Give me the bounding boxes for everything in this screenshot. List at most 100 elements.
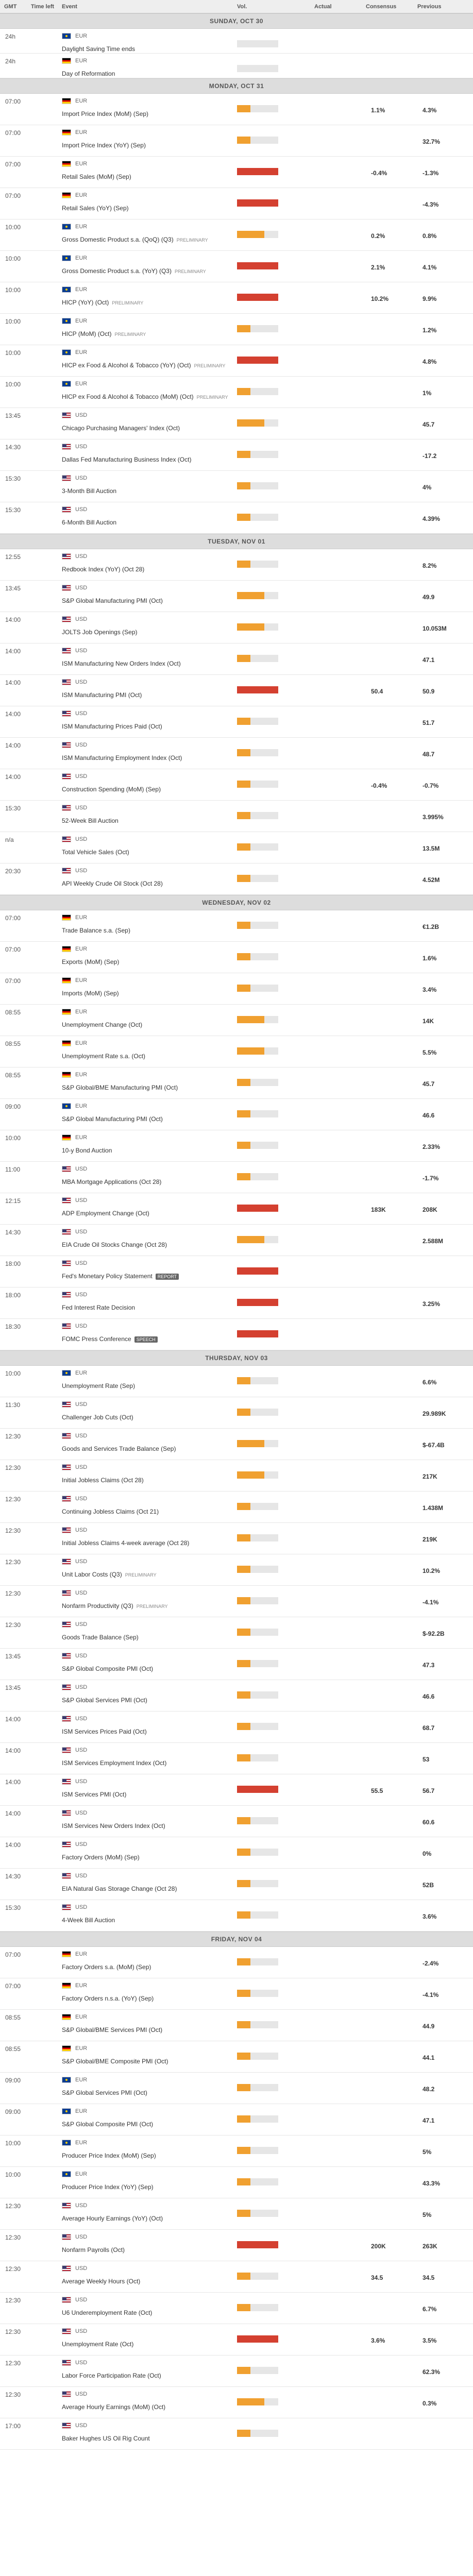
event-row[interactable]: 10:00 EUR Gross Domestic Product s.a. (YoY… [0,251,473,282]
event-name[interactable]: 4-Week Bill Auction [62,1917,115,1924]
event-row[interactable]: 07:00 EUR Import Price Index (YoY) (Sep) 32… [0,125,473,157]
event-name[interactable]: HICP (MoM) (Oct) [62,330,112,337]
event-name[interactable]: EIA Natural Gas Storage Change (Oct 28) [62,1885,177,1892]
event-name[interactable]: S&P Global Services PMI (Oct) [62,1697,147,1704]
event-row[interactable]: 13:45 USD S&P Global Manufacturing PMI (Oc… [0,581,473,612]
event-name[interactable]: API Weekly Crude Oil Stock (Oct 28) [62,880,163,887]
event-name[interactable]: Initial Jobless Claims 4-week average (O… [62,1539,190,1547]
event-name[interactable]: Average Hourly Earnings (YoY) (Oct) [62,2215,163,2222]
event-row[interactable]: 24h EUR Daylight Saving Time ends [0,29,473,54]
event-row[interactable]: 12:55 USD Redbook Index (YoY) (Oct 28) 8.2% [0,549,473,581]
event-name[interactable]: ISM Manufacturing New Orders Index (Oct) [62,660,181,667]
event-name[interactable]: Producer Price Index (YoY) (Sep) [62,2183,154,2191]
event-name[interactable]: S&P Global/BME Manufacturing PMI (Oct) [62,1084,178,1091]
event-name[interactable]: ADP Employment Change (Oct) [62,1210,149,1217]
event-name[interactable]: ISM Manufacturing PMI (Oct) [62,691,142,699]
event-name[interactable]: Goods Trade Balance (Sep) [62,1634,139,1641]
event-name[interactable]: Unit Labor Costs (Q3) [62,1571,122,1578]
event-row[interactable]: 14:00 USD Factory Orders (MoM) (Sep) 0% [0,1837,473,1869]
event-name[interactable]: Continuing Jobless Claims (Oct 21) [62,1508,159,1515]
event-row[interactable]: 12:30 USD Initial Jobless Claims (Oct 28) 2… [0,1460,473,1492]
event-row[interactable]: 11:30 USD Challenger Job Cuts (Oct) 29.989K [0,1397,473,1429]
event-name[interactable]: Import Price Index (MoM) (Sep) [62,110,149,117]
event-row[interactable]: 15:30 USD 6-Month Bill Auction 4.39% [0,502,473,534]
event-name[interactable]: Imports (MoM) (Sep) [62,990,119,997]
event-name[interactable]: ISM Services PMI (Oct) [62,1791,127,1798]
event-name[interactable]: Retail Sales (MoM) (Sep) [62,173,131,180]
event-row[interactable]: 11:00 USD MBA Mortgage Applications (Oct 2… [0,1162,473,1193]
event-row[interactable]: 15:30 USD 3-Month Bill Auction 4% [0,471,473,502]
event-name[interactable]: Average Hourly Earnings (MoM) (Oct) [62,2403,166,2411]
event-name[interactable]: ISM Manufacturing Prices Paid (Oct) [62,723,162,730]
event-name[interactable]: ISM Services Employment Index (Oct) [62,1759,167,1767]
event-name[interactable]: 3-Month Bill Auction [62,487,117,495]
event-name[interactable]: Trade Balance s.a. (Sep) [62,927,130,934]
event-row[interactable]: 12:30 USD Labor Force Participation Rate (… [0,2355,473,2387]
event-name[interactable]: Retail Sales (YoY) (Sep) [62,205,129,212]
event-row[interactable]: 10:00 EUR HICP ex Food & Alcohol & Tobacco… [0,377,473,408]
event-name[interactable]: S&P Global Manufacturing PMI (Oct) [62,597,163,604]
event-row[interactable]: 08:55 EUR S&P Global/BME Manufacturing PMI… [0,1067,473,1099]
event-name[interactable]: Day of Reformation [62,70,115,77]
event-row[interactable]: 17:00 USD Baker Hughes US Oil Rig Count [0,2418,473,2450]
event-row[interactable]: 10:00 EUR 10-y Bond Auction 2.33% [0,1130,473,1162]
event-name[interactable]: ISM Services Prices Paid (Oct) [62,1728,147,1735]
event-row[interactable]: 15:30 USD 52-Week Bill Auction 3.995% [0,801,473,832]
event-row[interactable]: 07:00 EUR Import Price Index (MoM) (Sep) 1.… [0,94,473,125]
event-name[interactable]: Baker Hughes US Oil Rig Count [62,2435,150,2442]
event-row[interactable]: 10:00 EUR HICP (YoY) (Oct) PRELIMINARY 10.2%… [0,282,473,314]
event-name[interactable]: Factory Orders n.s.a. (YoY) (Sep) [62,1995,154,2002]
event-row[interactable]: 10:00 EUR HICP ex Food & Alcohol & Tobacco… [0,345,473,377]
event-row[interactable]: 12:30 USD Average Weekly Hours (Oct) 34.5 34… [0,2261,473,2293]
event-name[interactable]: Redbook Index (YoY) (Oct 28) [62,566,145,573]
event-row[interactable]: 10:00 EUR Unemployment Rate (Sep) 6.6% [0,1366,473,1397]
event-name[interactable]: Total Vehicle Sales (Oct) [62,849,129,856]
event-name[interactable]: EIA Crude Oil Stocks Change (Oct 28) [62,1241,167,1248]
event-row[interactable]: 10:00 EUR Producer Price Index (YoY) (Sep)… [0,2167,473,2198]
event-row[interactable]: 07:00 EUR Exports (MoM) (Sep) 1.6% [0,942,473,973]
event-name[interactable]: Dallas Fed Manufacturing Business Index … [62,456,192,463]
event-row[interactable]: 12:30 USD Goods Trade Balance (Sep) $-92.2B [0,1617,473,1649]
event-name[interactable]: Nonfarm Productivity (Q3) [62,1602,133,1609]
event-row[interactable]: 14:00 USD ISM Manufacturing Prices Paid (O… [0,706,473,738]
event-name[interactable]: Import Price Index (YoY) (Sep) [62,142,146,149]
event-row[interactable]: 14:00 USD JOLTS Job Openings (Sep) 10.053M [0,612,473,643]
event-row[interactable]: 14:00 USD ISM Manufacturing Employment Ind… [0,738,473,769]
event-row[interactable]: 10:00 EUR Gross Domestic Product s.a. (QoQ… [0,219,473,251]
event-name[interactable]: Fed Interest Rate Decision [62,1304,136,1311]
event-row[interactable]: 08:55 EUR Unemployment Change (Oct) 14K [0,1005,473,1036]
event-row[interactable]: 20:30 USD API Weekly Crude Oil Stock (Oct … [0,863,473,895]
event-name[interactable]: ISM Services New Orders Index (Oct) [62,1822,165,1829]
event-row[interactable]: 14:00 USD ISM Services PMI (Oct) 55.5 56.7 [0,1774,473,1806]
event-row[interactable]: 14:30 USD EIA Natural Gas Storage Change (… [0,1869,473,1900]
event-name[interactable]: S&P Global Services PMI (Oct) [62,2089,147,2096]
event-name[interactable]: Goods and Services Trade Balance (Sep) [62,1445,176,1452]
event-row[interactable]: 12:30 USD Unit Labor Costs (Q3) PRELIMINARY… [0,1554,473,1586]
event-row[interactable]: 14:00 USD ISM Services New Orders Index (O… [0,1806,473,1837]
event-row[interactable]: 07:00 EUR Retail Sales (MoM) (Sep) -0.4% -1.… [0,157,473,188]
event-name[interactable]: Nonfarm Payrolls (Oct) [62,2246,125,2253]
event-name[interactable]: S&P Global/BME Composite PMI (Oct) [62,2058,168,2065]
event-name[interactable]: 10-y Bond Auction [62,1147,112,1154]
event-name[interactable]: Fed's Monetary Policy Statement [62,1273,153,1280]
event-row[interactable]: 10:00 EUR HICP (MoM) (Oct) PRELIMINARY 1.2% [0,314,473,345]
event-row[interactable]: 07:00 EUR Imports (MoM) (Sep) 3.4% [0,973,473,1005]
event-row[interactable]: 13:45 USD S&P Global Services PMI (Oct) 46.… [0,1680,473,1711]
event-row[interactable]: 12:30 USD U6 Underemployment Rate (Oct) 6.7… [0,2293,473,2324]
event-row[interactable]: 07:00 EUR Trade Balance s.a. (Sep) €1.2B [0,910,473,942]
event-row[interactable]: 12:30 USD Unemployment Rate (Oct) 3.6% 3.5% [0,2324,473,2355]
event-name[interactable]: Unemployment Rate (Sep) [62,1382,136,1389]
event-name[interactable]: S&P Global Composite PMI (Oct) [62,1665,154,1672]
event-name[interactable]: U6 Underemployment Rate (Oct) [62,2309,153,2316]
event-name[interactable]: Initial Jobless Claims (Oct 28) [62,1477,144,1484]
event-row[interactable]: 08:55 EUR Unemployment Rate s.a. (Oct) 5.5% [0,1036,473,1067]
event-name[interactable]: 6-Month Bill Auction [62,519,117,526]
event-name[interactable]: JOLTS Job Openings (Sep) [62,629,138,636]
event-row[interactable]: 09:00 EUR S&P Global Composite PMI (Oct) 47… [0,2104,473,2136]
event-row[interactable]: 14:00 USD ISM Manufacturing PMI (Oct) 50.4 5… [0,675,473,706]
event-row[interactable]: 07:00 EUR Factory Orders n.s.a. (YoY) (Sep… [0,1978,473,2010]
event-row[interactable]: 07:00 EUR Retail Sales (YoY) (Sep) -4.3% [0,188,473,219]
event-name[interactable]: ISM Manufacturing Employment Index (Oct) [62,754,182,761]
event-name[interactable]: Chicago Purchasing Managers' Index (Oct) [62,425,180,432]
event-row[interactable]: 24h EUR Day of Reformation [0,54,473,78]
